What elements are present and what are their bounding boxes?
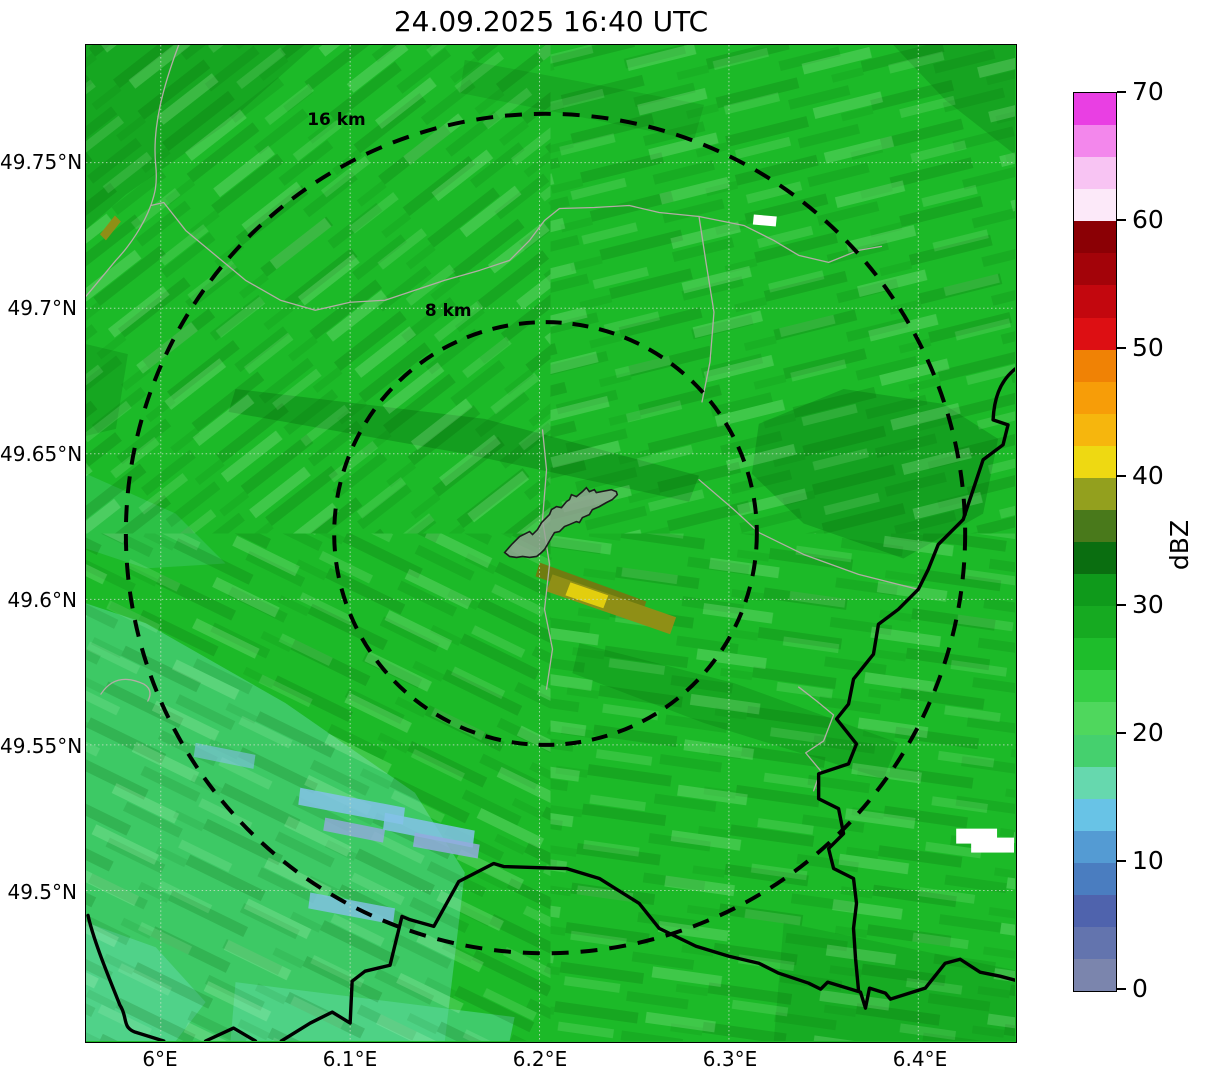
colorbar-tick-label: 20 [1132, 717, 1164, 747]
high-dbz-streaks [99, 215, 677, 635]
city-polygon [503, 486, 619, 559]
colorbar-tick [1117, 603, 1126, 606]
colorbar-segment [1074, 157, 1116, 190]
admin-boundaries [86, 45, 919, 792]
x-tick-label: 6°E [142, 1047, 178, 1071]
colorbar-segment [1074, 862, 1116, 895]
colorbar-segment [1074, 253, 1116, 286]
colorbar-tick [1117, 859, 1126, 862]
colorbar-segment [1074, 445, 1116, 478]
colorbar-tick [1117, 219, 1126, 222]
colorbar-segment [1074, 798, 1116, 831]
colorbar-tick [1117, 731, 1126, 734]
ring-label-8km: 8 km [425, 300, 472, 320]
weak-echo-patches [193, 742, 480, 925]
colorbar-segment [1074, 670, 1116, 703]
streak-texture [86, 45, 1015, 1041]
colorbar-segment [1074, 959, 1116, 992]
colorbar-segment [1074, 381, 1116, 414]
colorbar-axis-label: dBZ [1165, 519, 1194, 571]
colorbar-segment [1074, 285, 1116, 318]
colorbar-segment [1074, 894, 1116, 928]
colorbar-segment [1074, 221, 1116, 254]
colorbar-segment [1074, 702, 1116, 735]
colorbar-tick-label: 30 [1132, 589, 1164, 619]
colorbar-segment [1074, 830, 1116, 863]
x-tick-label: 6.2°E [512, 1047, 568, 1071]
range-rings [123, 111, 968, 956]
y-tick-label: 49.55°N [0, 734, 83, 758]
colorbar-segment [1074, 542, 1116, 575]
country-borders [86, 367, 1015, 1041]
colorbar-segment [1074, 413, 1116, 446]
colorbar-segment [1074, 734, 1116, 767]
x-tick-label: 6.1°E [322, 1047, 378, 1071]
y-tick-label: 49.6°N [7, 588, 78, 612]
colorbar-tick [1117, 347, 1126, 350]
colorbar-tick-label: 10 [1132, 845, 1164, 875]
colorbar-tick [1117, 475, 1126, 478]
y-tick-label: 49.7°N [7, 296, 78, 320]
colorbar-tick-label: 70 [1132, 77, 1164, 106]
y-tick-label: 49.5°N [7, 880, 78, 904]
colorbar-segment [1074, 349, 1116, 382]
colorbar-tick [1117, 988, 1126, 990]
y-tick-label: 49.75°N [0, 150, 83, 174]
colorbar-tick-label: 0 [1132, 974, 1148, 1003]
colorbar-tick-label: 60 [1132, 205, 1164, 235]
radar-field-svg: 16 km 8 km [86, 45, 1015, 1041]
range-ring-8km [332, 320, 759, 747]
colorbar-segment [1074, 125, 1116, 158]
colorbar-segment [1074, 317, 1116, 350]
x-tick-label: 6.4°E [892, 1047, 948, 1071]
colorbar-segment [1074, 477, 1116, 511]
colorbar-tick-label: 40 [1132, 461, 1164, 491]
no-data-patches [752, 214, 1015, 853]
x-tick-label: 6.3°E [702, 1047, 758, 1071]
colorbar-segment [1074, 638, 1116, 671]
colorbar-segment [1074, 606, 1116, 639]
colorbar [1073, 92, 1117, 992]
colorbar-segment [1074, 574, 1116, 607]
radar-map-panel: 16 km 8 km [85, 44, 1017, 1043]
colorbar-segment [1074, 927, 1116, 960]
range-ring-16km [123, 111, 968, 956]
colorbar-segment [1074, 93, 1116, 126]
colorbar-segment [1074, 766, 1116, 799]
colorbar-tick-label: 50 [1132, 333, 1164, 363]
colorbar-tick [1117, 91, 1126, 93]
page-title: 24.09.2025 16:40 UTC [393, 5, 709, 38]
ring-label-16km: 16 km [307, 109, 365, 129]
y-tick-label: 49.65°N [0, 442, 83, 466]
colorbar-segment [1074, 510, 1116, 543]
colorbar-segment [1074, 189, 1116, 222]
